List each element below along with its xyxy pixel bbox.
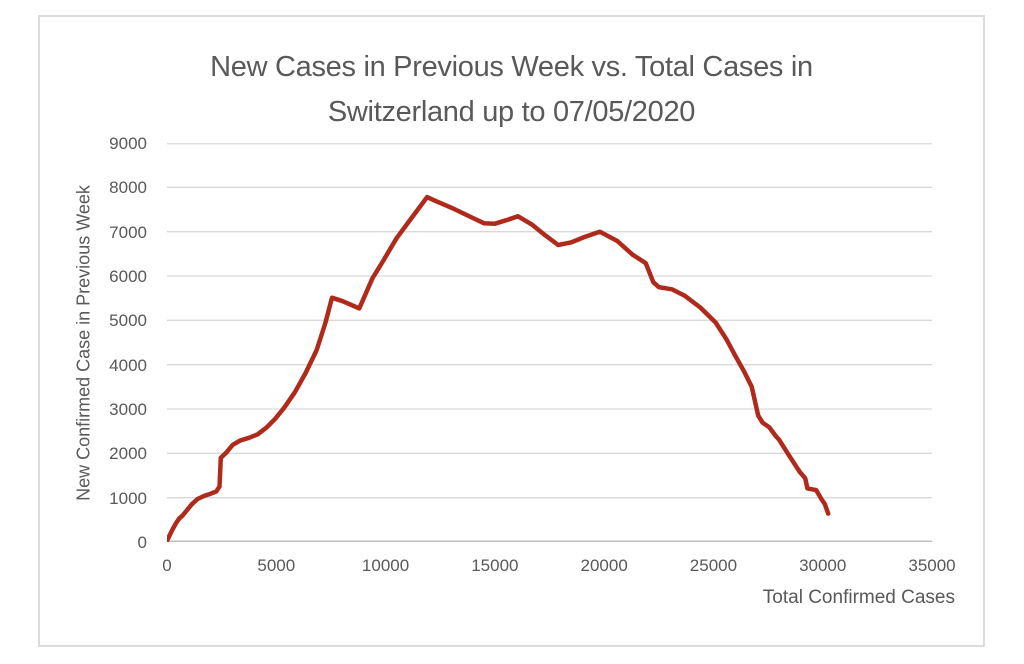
- x-tick-label-10000: 10000: [361, 556, 410, 575]
- line-chart-canvas: [164, 143, 932, 543]
- y-tick-label-7000: 7000: [109, 222, 147, 242]
- x-axis-title: Total Confirmed Cases: [762, 587, 955, 608]
- x-tick-label-5000: 5000: [257, 556, 296, 575]
- data-line-new-cases-in-previous-week: [164, 194, 831, 543]
- y-tick-label-9000: 9000: [109, 134, 147, 153]
- y-tick-label-3000: 3000: [109, 400, 147, 419]
- x-tick-label-25000: 25000: [689, 556, 738, 575]
- x-tick-label-30000: 30000: [799, 556, 847, 575]
- y-tick-label-5000: 5000: [109, 311, 147, 331]
- y-tick-label-2000: 2000: [109, 444, 147, 464]
- x-tick-label-15000: 15000: [471, 556, 519, 575]
- chart-title: New Cases in Previous Week vs. Total Cas…: [40, 45, 983, 135]
- y-tick-label-1000: 1000: [109, 488, 147, 508]
- x-tick-label-35000: 35000: [908, 556, 956, 575]
- y-tick-label-6000: 6000: [109, 267, 147, 286]
- y-tick-label-8000: 8000: [109, 178, 147, 198]
- x-tick-label-20000: 20000: [580, 556, 628, 575]
- y-tick-label-4000: 4000: [109, 355, 147, 375]
- chart-title-line-2: Switzerland up to 07/05/2020: [327, 96, 696, 128]
- chart-frame: New Cases in Previous Week vs. Total Cas…: [38, 15, 985, 647]
- y-tick-label-0: 0: [137, 533, 147, 552]
- plot-area: [164, 143, 932, 543]
- chart-title-line-1: New Cases in Previous Week vs. Total Cas…: [210, 51, 813, 83]
- x-tick-label-0: 0: [162, 556, 172, 575]
